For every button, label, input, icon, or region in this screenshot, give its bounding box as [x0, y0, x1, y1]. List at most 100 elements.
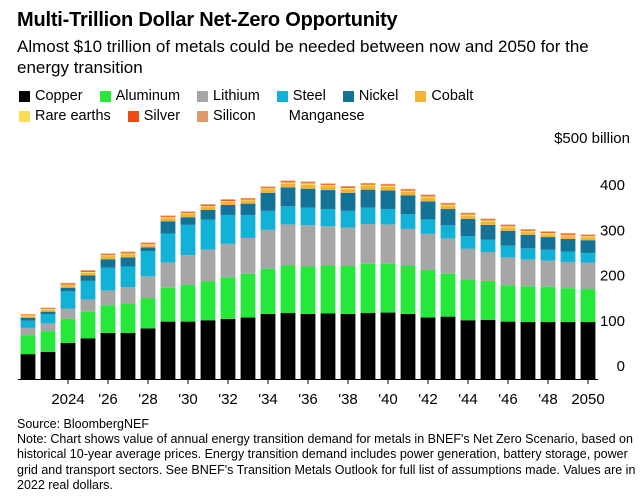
bar-segment-aluminum — [400, 266, 416, 314]
bar-segment-copper — [60, 342, 76, 379]
bar-segment-steel — [360, 207, 376, 224]
legend-item-silver: Silver — [127, 108, 180, 124]
bar-segment-steel — [100, 267, 116, 291]
bar-segment-silicon — [520, 228, 536, 230]
bar-segment-lithium — [300, 225, 316, 267]
bar-segment-cobalt — [380, 186, 396, 191]
bar-segment-lithium — [60, 308, 76, 319]
bar-segment-steel — [20, 320, 36, 328]
x-tick-label: '42 — [418, 391, 438, 408]
bar-segment-silver — [480, 219, 496, 221]
bar-segment-aluminum — [380, 263, 396, 313]
bar-segment-lithium — [460, 248, 476, 281]
bar-segment-aluminum — [220, 277, 236, 319]
legend-swatch — [127, 110, 139, 122]
bar-segment-silver — [300, 182, 316, 184]
bar-segment-nickel — [40, 311, 56, 315]
bar-segment-steel — [460, 236, 476, 249]
bar-segment-rare-earths — [260, 188, 276, 190]
bar-segment-silver — [80, 270, 96, 272]
legend-swatch — [99, 90, 111, 102]
legend-item-copper: Copper — [19, 88, 83, 104]
bar-segment-copper — [360, 313, 376, 379]
bar-segment-silver — [460, 213, 476, 215]
bar-segment-silicon — [160, 215, 176, 217]
bar-segment-rare-earths — [200, 205, 216, 207]
bar-segment-silver — [100, 254, 116, 256]
bar-segment-aluminum — [80, 311, 96, 339]
bar-segment-cobalt — [280, 183, 296, 188]
bar-segment-cobalt — [40, 309, 56, 312]
bar-segment-silver — [400, 189, 416, 191]
x-tick-label: '36 — [298, 391, 318, 408]
bar-segment-steel — [260, 210, 276, 230]
bar-segment-nickel — [500, 230, 516, 246]
bar-segment-lithium — [160, 262, 176, 288]
bar-segment-rare-earths — [160, 217, 176, 219]
bar-segment-lithium — [420, 233, 436, 271]
bar-segment-cobalt — [460, 215, 476, 219]
bar-segment-silver — [140, 243, 156, 245]
bar-segment-copper — [480, 319, 496, 379]
bar-segment-nickel — [520, 234, 536, 249]
legend-label: Aluminum — [115, 88, 181, 104]
bar-segment-aluminum — [320, 265, 336, 314]
bar-segment-rare-earths — [280, 182, 296, 184]
bar-segment-rare-earths — [440, 204, 456, 206]
bar-segment-aluminum — [120, 303, 136, 333]
bar-segment-rare-earths — [40, 308, 56, 310]
bar-segment-silver — [60, 283, 76, 285]
bar-segment-lithium — [580, 262, 596, 290]
bar-segment-cobalt — [340, 189, 356, 193]
bar-segment-steel — [560, 251, 576, 262]
bar-segment-cobalt — [500, 227, 516, 231]
y-tick-label: 0 — [617, 358, 625, 375]
bar-segment-lithium — [100, 290, 116, 306]
bar-segment-aluminum — [60, 318, 76, 343]
bar-segment-steel — [440, 225, 456, 239]
bar-segment-cobalt — [360, 186, 376, 190]
y-axis-unit-label: $500 billion — [554, 130, 630, 147]
bar-segment-aluminum — [140, 298, 156, 329]
y-tick-label: 200 — [600, 268, 625, 285]
bar-segment-rare-earths — [580, 236, 596, 238]
bar-segment-silicon — [560, 233, 576, 234]
bar-segment-silicon — [60, 282, 76, 284]
bar-segment-aluminum — [440, 273, 456, 317]
bar-segment-silicon — [100, 253, 116, 255]
bar-segment-nickel — [80, 275, 96, 281]
bar-segment-copper — [340, 313, 356, 379]
bar-segment-steel — [140, 251, 156, 277]
bar-segment-copper — [540, 322, 556, 379]
bar-segment-steel — [300, 207, 316, 226]
bar-segment-silver — [280, 181, 296, 183]
bar-segment-nickel — [400, 195, 416, 215]
bar-segment-copper — [580, 322, 596, 379]
x-tick-label: '32 — [218, 391, 238, 408]
bar-segment-rare-earths — [380, 185, 396, 187]
bar-segment-copper — [240, 317, 256, 379]
bar-segment-lithium — [440, 238, 456, 274]
bar-segment-silicon — [240, 197, 256, 199]
bar-segment-aluminum — [40, 331, 56, 352]
bar-segment-nickel — [580, 240, 596, 253]
bar-segment-nickel — [220, 204, 236, 215]
bar-segment-lithium — [280, 224, 296, 266]
chart-title: Multi-Trillion Dollar Net-Zero Opportuni… — [17, 9, 398, 31]
bar-segment-copper — [320, 313, 336, 379]
bar-segment-silver — [380, 184, 396, 186]
bar-segment-nickel — [360, 189, 376, 208]
bar-segment-silicon — [380, 183, 396, 185]
bar-segment-silicon — [460, 212, 476, 214]
bar-segment-copper — [200, 320, 216, 379]
bar-segment-lithium — [20, 327, 36, 336]
bar-segment-silver — [220, 200, 236, 201]
bar-segment-cobalt — [260, 189, 276, 193]
bar-segment-nickel — [480, 224, 496, 240]
bar-segment-silicon — [20, 313, 36, 315]
bar-segment-copper — [420, 317, 436, 379]
legend-label: Cobalt — [431, 88, 474, 104]
bar-segment-cobalt — [440, 205, 456, 210]
bar-segment-aluminum — [240, 273, 256, 318]
bar-segment-rare-earths — [140, 244, 156, 246]
